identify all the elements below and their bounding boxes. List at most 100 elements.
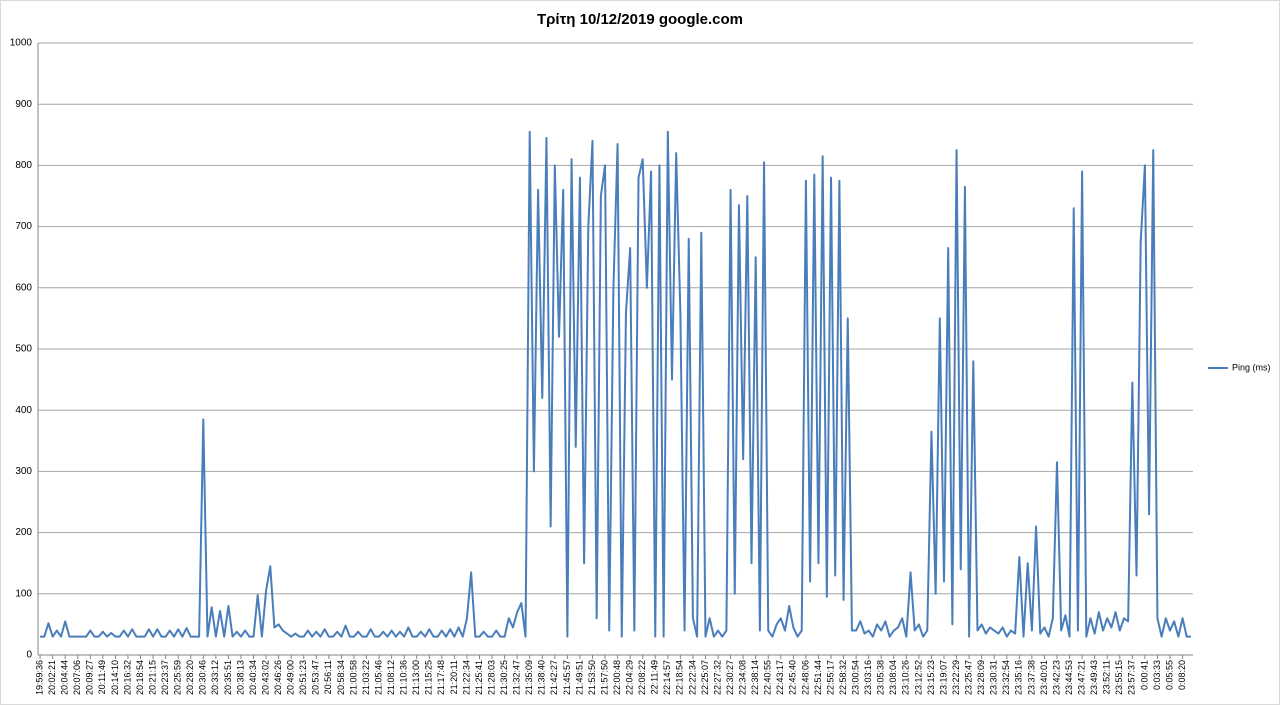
y-tick-label: 200 bbox=[15, 527, 32, 538]
y-tick-label: 600 bbox=[15, 282, 32, 293]
chart-title: Τρίτη 10/12/2019 google.com bbox=[537, 11, 743, 28]
x-tick-label: 23:12:52 bbox=[913, 660, 923, 695]
x-tick-label: 21:49:51 bbox=[574, 660, 584, 695]
x-tick-label: 22:11:49 bbox=[650, 660, 660, 694]
x-tick-label: 21:53:50 bbox=[587, 660, 597, 695]
x-tick-label: 23:40:01 bbox=[1039, 660, 1049, 695]
x-tick-label: 20:51:23 bbox=[298, 660, 308, 695]
x-tick-label: 20:35:51 bbox=[223, 660, 233, 695]
x-tick-label: 21:25:41 bbox=[474, 660, 484, 695]
x-tick-label: 21:22:34 bbox=[461, 660, 471, 695]
x-tick-label: 22:30:27 bbox=[725, 660, 735, 695]
x-tick-label: 21:15:25 bbox=[424, 660, 434, 695]
x-tick-label: 21:30:25 bbox=[499, 660, 509, 695]
x-tick-label: 20:58:34 bbox=[336, 660, 346, 695]
x-tick-label: 23:49:43 bbox=[1089, 660, 1099, 695]
x-tick-label: 21:45:57 bbox=[562, 660, 572, 695]
x-tick-label: 22:00:48 bbox=[612, 660, 622, 695]
legend-label: Ping (ms) bbox=[1232, 362, 1271, 372]
x-tick-label: 20:46:26 bbox=[273, 660, 283, 695]
x-tick-label: 23:57:37 bbox=[1127, 660, 1137, 695]
x-tick-label: 22:48:06 bbox=[800, 660, 810, 695]
x-tick-label: 22:55:17 bbox=[825, 660, 835, 695]
y-tick-label: 1000 bbox=[10, 38, 33, 49]
x-tick-label: 21:28:03 bbox=[486, 660, 496, 695]
x-tick-label: 21:57:50 bbox=[599, 660, 609, 695]
x-tick-label: 22:27:32 bbox=[712, 660, 722, 695]
x-tick-label: 20:11:49 bbox=[97, 660, 107, 694]
x-tick-label: 21:42:27 bbox=[549, 660, 559, 695]
y-tick-label: 700 bbox=[15, 221, 32, 232]
x-tick-label: 20:09:27 bbox=[85, 660, 95, 695]
x-tick-label: 22:08:22 bbox=[637, 660, 647, 695]
x-tick-label: 23:42:23 bbox=[1051, 660, 1061, 695]
x-tick-label: 0:03:33 bbox=[1152, 660, 1162, 690]
x-tick-label: 20:16:32 bbox=[122, 660, 132, 695]
x-tick-label: 20:30:46 bbox=[198, 660, 208, 695]
x-tick-label: 23:19:07 bbox=[938, 660, 948, 695]
y-tick-label: 100 bbox=[15, 588, 32, 599]
y-tick-label: 800 bbox=[15, 160, 32, 171]
line-series bbox=[40, 130, 1191, 638]
x-tick-label: 22:34:08 bbox=[738, 660, 748, 695]
x-tick-label: 21:08:12 bbox=[386, 660, 396, 695]
x-tick-label: 23:32:54 bbox=[1001, 660, 1011, 695]
x-tick-label: 22:43:17 bbox=[775, 660, 785, 695]
x-tick-label: 23:25:47 bbox=[963, 660, 973, 695]
x-tick-label: 20:18:54 bbox=[135, 660, 145, 695]
x-tick-label: 22:18:54 bbox=[675, 660, 685, 695]
x-tick-label: 22:25:07 bbox=[700, 660, 710, 695]
x-tick-label: 20:53:47 bbox=[311, 660, 321, 695]
x-tick-label: 20:14:10 bbox=[110, 660, 120, 695]
x-tick-label: 21:13:00 bbox=[411, 660, 421, 695]
x-tick-label: 20:33:12 bbox=[210, 660, 220, 695]
x-tick-label: 20:56:11 bbox=[323, 660, 333, 694]
x-tick-label: 20:02:21 bbox=[47, 660, 57, 695]
x-tick-label: 20:25:59 bbox=[173, 660, 183, 695]
x-tick-label: 23:35:16 bbox=[1014, 660, 1024, 695]
x-tick-label: 22:40:55 bbox=[763, 660, 773, 695]
x-tick-label: 21:03:22 bbox=[361, 660, 371, 695]
x-tick-label: 21:20:11 bbox=[449, 660, 459, 694]
x-tick-label: 23:05:38 bbox=[876, 660, 886, 695]
y-tick-label: 500 bbox=[15, 344, 32, 355]
x-tick-label: 21:17:48 bbox=[436, 660, 446, 695]
x-tick-label: 21:35:09 bbox=[524, 660, 534, 695]
x-tick-label: 19:59:36 bbox=[34, 660, 44, 695]
x-tick-label: 23:00:54 bbox=[851, 660, 861, 695]
x-tick-label: 23:08:04 bbox=[888, 660, 898, 695]
y-tick-label: 0 bbox=[26, 650, 32, 661]
x-tick-label: 22:45:40 bbox=[788, 660, 798, 695]
x-tick-label: 23:44:53 bbox=[1064, 660, 1074, 695]
x-tick-label: 22:38:14 bbox=[750, 660, 760, 695]
x-tick-label: 20:38:13 bbox=[235, 660, 245, 695]
x-tick-label: 21:00:58 bbox=[348, 660, 358, 695]
x-tick-label: 0:00:41 bbox=[1139, 660, 1149, 690]
y-tick-label: 900 bbox=[15, 99, 32, 110]
x-tick-label: 23:55:15 bbox=[1114, 660, 1124, 695]
y-tick-label: 300 bbox=[15, 466, 32, 477]
x-tick-label: 22:22:34 bbox=[687, 660, 697, 695]
x-tick-label: 21:10:36 bbox=[399, 660, 409, 695]
x-tick-label: 23:15:23 bbox=[926, 660, 936, 695]
x-tick-label: 20:49:00 bbox=[286, 660, 296, 695]
y-tick-label: 400 bbox=[15, 405, 32, 416]
x-tick-label: 23:47:21 bbox=[1076, 660, 1086, 695]
x-tick-label: 21:05:46 bbox=[373, 660, 383, 695]
x-tick-label: 20:04:44 bbox=[60, 660, 70, 695]
x-tick-label: 20:43:02 bbox=[260, 660, 270, 695]
x-tick-label: 0:08:20 bbox=[1177, 660, 1187, 690]
x-tick-label: 21:32:47 bbox=[512, 660, 522, 695]
x-tick-label: 23:22:29 bbox=[951, 660, 961, 695]
x-tick-label: 23:30:31 bbox=[989, 660, 999, 695]
x-tick-label: 21:38:40 bbox=[537, 660, 547, 695]
x-tick-label: 20:28:20 bbox=[185, 660, 195, 695]
x-tick-label: 23:10:26 bbox=[901, 660, 911, 695]
x-tick-label: 23:37:38 bbox=[1026, 660, 1036, 695]
x-tick-label: 22:51:44 bbox=[813, 660, 823, 695]
x-tick-label: 23:03:16 bbox=[863, 660, 873, 695]
x-tick-label: 20:07:06 bbox=[72, 660, 82, 695]
x-tick-label: 23:52:11 bbox=[1102, 660, 1112, 694]
